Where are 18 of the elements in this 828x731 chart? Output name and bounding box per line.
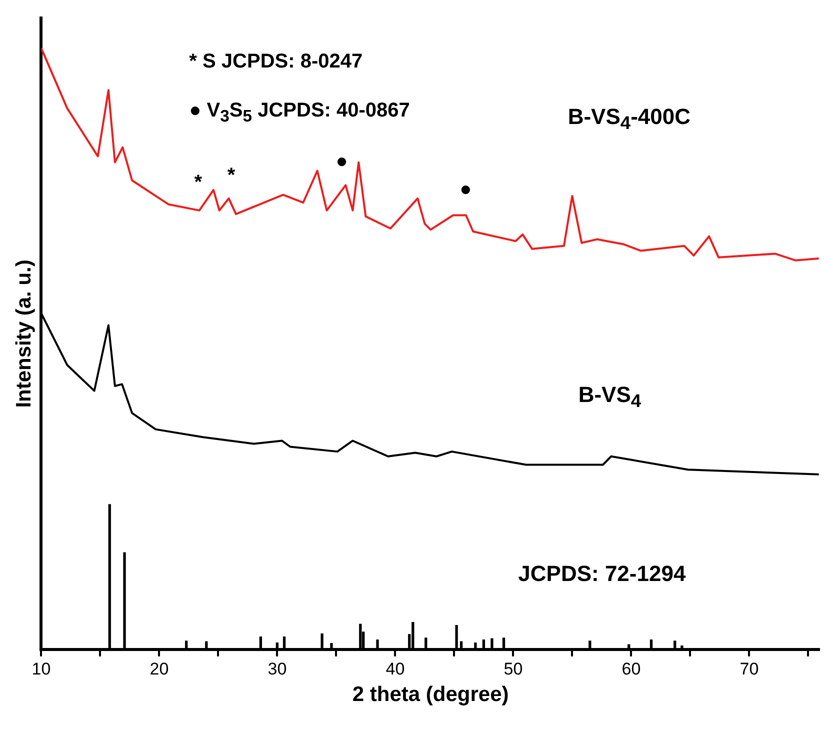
x-tick-label: 10 xyxy=(32,659,51,678)
text: B-VS$_{4}$ xyxy=(578,382,642,412)
x-axis-title: 2 theta (degree) xyxy=(352,683,509,706)
x-tick-label: 70 xyxy=(740,659,759,678)
annotation: * S JCPDS: 8-0247 xyxy=(189,50,363,74)
x-tick-label: 60 xyxy=(622,659,641,678)
x-tick-label: 30 xyxy=(268,659,287,678)
x-tick-label: 40 xyxy=(386,659,405,678)
y-axis-title: Intensity (a. u.) xyxy=(12,260,36,408)
x-tick-label: 20 xyxy=(150,659,169,678)
annotation: ● xyxy=(460,178,472,202)
annotation: ● V$_{3}$S$_{5}$ JCPDS: 40-0867 xyxy=(189,99,410,126)
x-tick-label: 50 xyxy=(504,659,523,678)
annotation: * xyxy=(194,172,202,195)
annotation: ● xyxy=(336,150,348,174)
text: B-VS$_{4}$-400C xyxy=(568,104,691,134)
text: JCPDS: 72-1294 xyxy=(518,560,686,587)
annotation: * xyxy=(227,164,236,188)
